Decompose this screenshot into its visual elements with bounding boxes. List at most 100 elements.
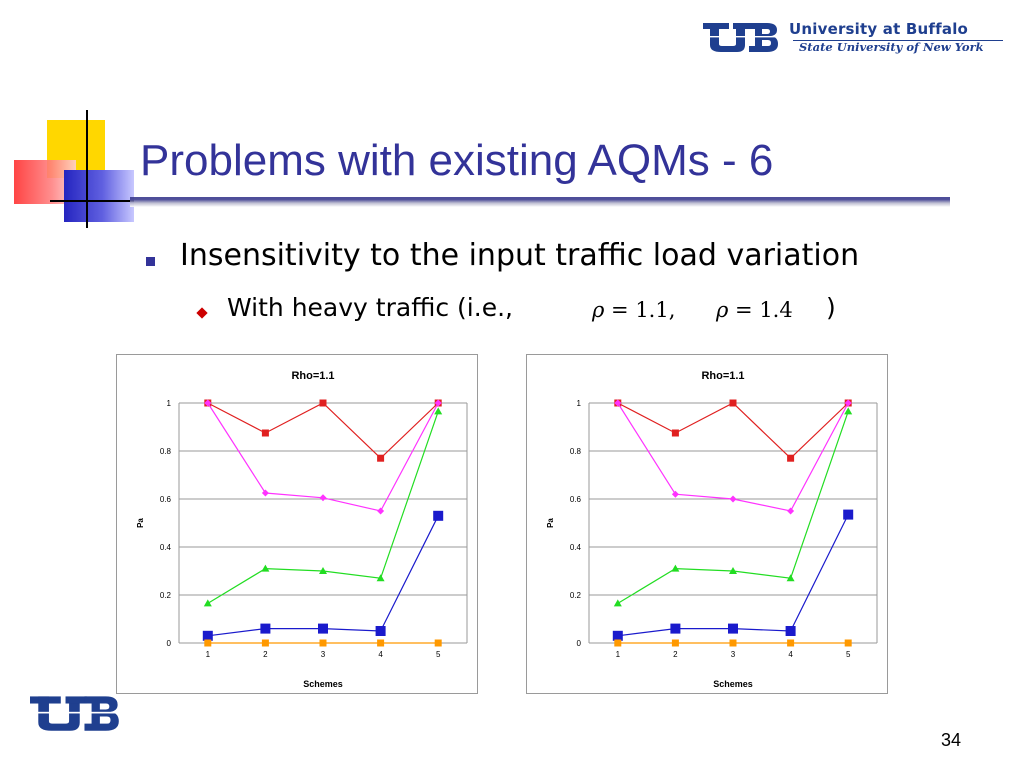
data-point: [434, 639, 442, 647]
series-line: [617, 514, 849, 637]
data-point: [261, 639, 269, 647]
bullet-square-icon: [146, 257, 155, 266]
x-axis-label: Schemes: [713, 679, 753, 689]
data-point: [728, 623, 738, 634]
y-tick-label: 1: [577, 399, 582, 408]
data-point: [319, 567, 327, 574]
data-point: [613, 599, 622, 607]
data-point: [671, 429, 679, 437]
y-tick-label: 0: [167, 639, 172, 648]
chart-left: Rho=1.1 0 0.2 0.4 0.6 0.8 1 1 2 3 4 5 Schemes Pa: [116, 354, 478, 694]
y-tick-label: 0.4: [570, 543, 582, 552]
data-point: [203, 599, 212, 607]
data-point: [319, 494, 327, 502]
series-line: [207, 402, 439, 460]
series-line: [207, 411, 439, 604]
data-point: [729, 639, 737, 647]
data-point: [434, 407, 443, 415]
y-tick-label: 0.6: [160, 495, 172, 504]
data-point: [433, 510, 444, 521]
series-line: [207, 515, 439, 637]
data-point: [376, 574, 385, 582]
ub-monogram-icon: [703, 23, 779, 52]
y-tick-label: 0.2: [160, 591, 172, 600]
data-point: [729, 495, 737, 503]
rho-formula-2: ρ = 1.4: [716, 298, 793, 322]
decor-vertical-line: [86, 110, 88, 228]
data-point: [375, 626, 386, 636]
data-point: [671, 564, 680, 572]
title-underline: [130, 197, 950, 207]
ub-logo-bottom-icon: [30, 696, 120, 731]
x-tick-label: 2: [263, 650, 268, 659]
x-tick-label: 1: [206, 650, 211, 659]
series-line: [617, 411, 849, 604]
x-tick-label: 3: [731, 650, 736, 659]
data-point: [844, 399, 852, 407]
x-tick-label: 4: [788, 650, 793, 659]
x-tick-label: 4: [378, 650, 383, 659]
slide-title: Problems with existing AQMs - 6: [140, 136, 774, 185]
data-point: [318, 623, 328, 634]
rho-symbol-2: ρ: [716, 298, 729, 322]
x-tick-label: 2: [673, 650, 678, 659]
data-point: [261, 429, 269, 437]
data-point: [260, 623, 271, 634]
data-point: [787, 639, 795, 647]
data-point: [204, 639, 212, 647]
data-point: [844, 639, 852, 647]
data-point: [434, 399, 442, 407]
y-axis-label: Pa: [546, 518, 555, 528]
decor-horizontal-line: [50, 200, 134, 202]
data-point: [614, 399, 622, 407]
y-tick-label: 0.2: [570, 591, 582, 600]
rho-formula-1: ρ = 1.1,: [592, 298, 675, 322]
y-tick-label: 0.8: [570, 447, 582, 456]
data-point: [204, 399, 212, 407]
data-point: [787, 454, 795, 462]
y-tick-label: 0.4: [160, 543, 172, 552]
data-point: [670, 623, 681, 634]
data-point: [377, 454, 385, 462]
x-tick-label: 1: [616, 650, 621, 659]
data-point: [261, 489, 269, 497]
chart-title: Rho=1.1: [701, 370, 744, 382]
series-line: [617, 402, 849, 460]
x-tick-label: 3: [321, 650, 326, 659]
data-point: [671, 490, 679, 498]
y-tick-label: 1: [167, 399, 172, 408]
data-point: [319, 639, 327, 647]
data-point: [729, 399, 737, 407]
chart-title: Rho=1.1: [291, 370, 334, 382]
x-tick-label: 5: [436, 650, 441, 659]
data-point: [261, 564, 270, 572]
bullet-diamond-icon: [196, 307, 208, 319]
data-point: [844, 407, 853, 415]
data-point: [202, 630, 213, 641]
logo-name: University at Buffalo: [789, 20, 969, 38]
rho-value-2: = 1.4: [735, 298, 793, 322]
data-point: [614, 639, 622, 647]
x-tick-label: 5: [846, 650, 851, 659]
y-tick-label: 0.6: [570, 495, 582, 504]
bullet-text-1: Insensitivity to the input traffic load …: [180, 238, 860, 273]
data-point: [377, 507, 385, 515]
data-point: [612, 630, 623, 641]
logo-divider: [793, 40, 1003, 41]
y-tick-label: 0.8: [160, 447, 172, 456]
data-point: [786, 574, 795, 582]
chart-right: Rho=1.1 0 0.2 0.4 0.6 0.8 1 1 2 3 4 5 Schemes Pa: [526, 354, 888, 694]
logo-subtitle: State University of New York: [799, 40, 984, 54]
chart-left-svg: Rho=1.1 0 0.2 0.4 0.6 0.8 1 1 2 3 4 5 Schemes Pa: [136, 370, 468, 689]
chart-right-svg: Rho=1.1 0 0.2 0.4 0.6 0.8 1 1 2 3 4 5 Schemes Pa: [546, 370, 878, 689]
decor-blue-square: [64, 170, 134, 222]
data-point: [671, 639, 679, 647]
page-number: 34: [941, 730, 962, 750]
rho-symbol-1: ρ: [592, 298, 605, 322]
data-point: [787, 507, 795, 515]
bullet-text-2-suffix: ): [826, 293, 836, 322]
data-point: [785, 626, 796, 636]
y-axis-label: Pa: [136, 518, 145, 528]
data-point: [319, 399, 327, 407]
university-logo: University at Buffalo State University o…: [703, 18, 1003, 58]
